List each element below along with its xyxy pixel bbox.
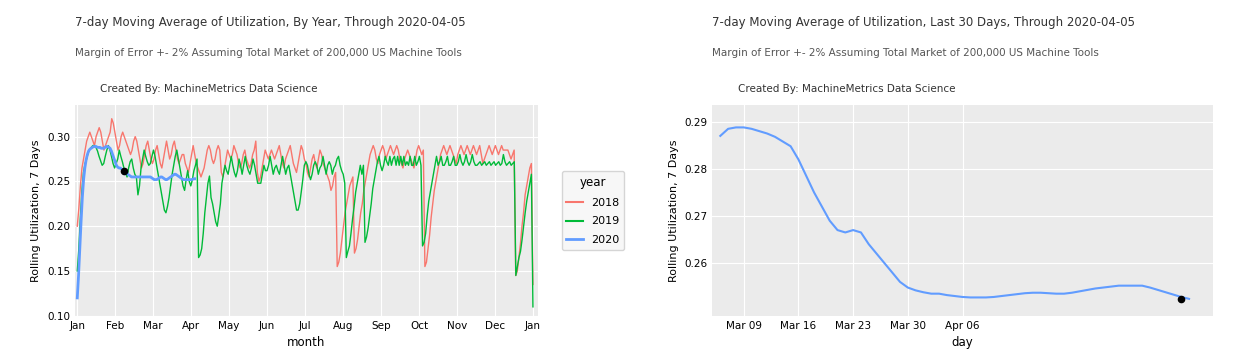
Y-axis label: Rolling Utilization, 7 Days: Rolling Utilization, 7 Days xyxy=(669,139,679,282)
Text: Margin of Error +- 2% Assuming Total Market of 200,000 US Machine Tools: Margin of Error +- 2% Assuming Total Mar… xyxy=(75,48,462,58)
Text: Created By: MachineMetrics Data Science: Created By: MachineMetrics Data Science xyxy=(738,84,955,94)
Text: Created By: MachineMetrics Data Science: Created By: MachineMetrics Data Science xyxy=(100,84,318,94)
Y-axis label: Rolling Utilization, 7 Days: Rolling Utilization, 7 Days xyxy=(31,139,41,282)
Point xyxy=(114,168,134,174)
X-axis label: month: month xyxy=(288,336,325,349)
X-axis label: day: day xyxy=(951,336,974,349)
Text: 7-day Moving Average of Utilization, By Year, Through 2020-04-05: 7-day Moving Average of Utilization, By … xyxy=(75,16,465,29)
Legend: 2018, 2019, 2020: 2018, 2019, 2020 xyxy=(561,171,624,250)
Text: Margin of Error +- 2% Assuming Total Market of 200,000 US Machine Tools: Margin of Error +- 2% Assuming Total Mar… xyxy=(712,48,1100,58)
Text: 7-day Moving Average of Utilization, Last 30 Days, Through 2020-04-05: 7-day Moving Average of Utilization, Las… xyxy=(712,16,1135,29)
Point xyxy=(1171,296,1191,302)
